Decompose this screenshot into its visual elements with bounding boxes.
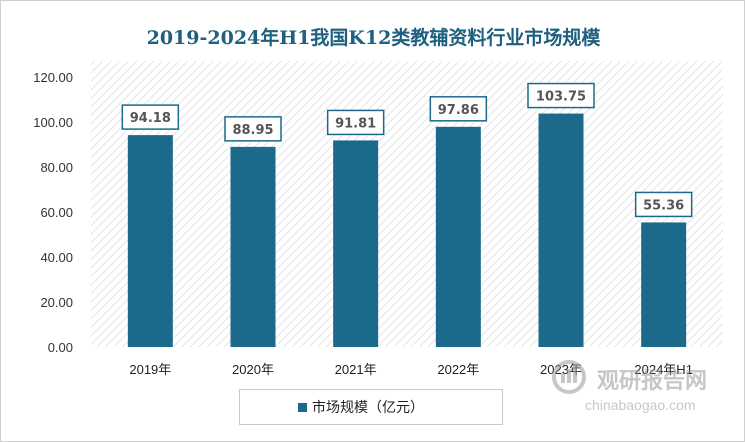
legend: 市场规模（亿元） <box>239 389 503 425</box>
data-label-box <box>634 191 693 218</box>
y-tick-label: 60.00 <box>40 205 73 220</box>
data-label: 103.75 <box>536 90 586 105</box>
bar <box>641 222 687 347</box>
y-tick-label: 80.00 <box>40 160 73 175</box>
x-tick-label: 2022年 <box>437 362 479 377</box>
y-tick-label: 100.00 <box>33 115 73 130</box>
y-tick-label: 120.00 <box>33 70 73 85</box>
bar <box>538 113 584 347</box>
bar <box>333 140 379 347</box>
data-label-box <box>121 104 180 130</box>
y-tick-label: 0.00 <box>48 340 73 355</box>
bar <box>230 146 276 347</box>
bar <box>435 126 481 347</box>
data-label-box <box>224 116 282 142</box>
data-label: 97.86 <box>438 103 479 118</box>
watermark-logo: 观研报告网 chinabaogao.com <box>549 357 729 419</box>
data-label-box <box>429 96 488 122</box>
data-label-box <box>326 109 385 136</box>
plot-area <box>91 61 723 347</box>
x-tick-label: 2023年 <box>540 362 582 377</box>
bar <box>127 135 173 347</box>
legend-swatch <box>298 403 307 412</box>
y-tick-label: 20.00 <box>40 295 73 310</box>
data-label: 55.36 <box>643 198 684 213</box>
x-tick-label: 2019年 <box>129 362 171 377</box>
data-label: 94.18 <box>130 111 171 126</box>
x-tick-label: 2021年 <box>335 362 377 377</box>
legend-label: 市场规模（亿元） <box>312 400 424 416</box>
data-label-box <box>527 82 595 109</box>
x-tick-label: 2024年H1 <box>634 362 693 377</box>
chart-title: 2019-2024年H1我国K12类教辅资料行业市场规模 <box>146 27 601 49</box>
watermark-name: 观研报告网 <box>597 369 708 394</box>
x-tick-label: 2020年 <box>232 362 274 377</box>
data-label: 88.95 <box>232 123 273 138</box>
data-label: 91.81 <box>335 116 376 131</box>
watermark-icon <box>552 360 586 394</box>
watermark-url: chinabaogao.com <box>585 397 696 413</box>
y-tick-label: 40.00 <box>40 250 73 265</box>
